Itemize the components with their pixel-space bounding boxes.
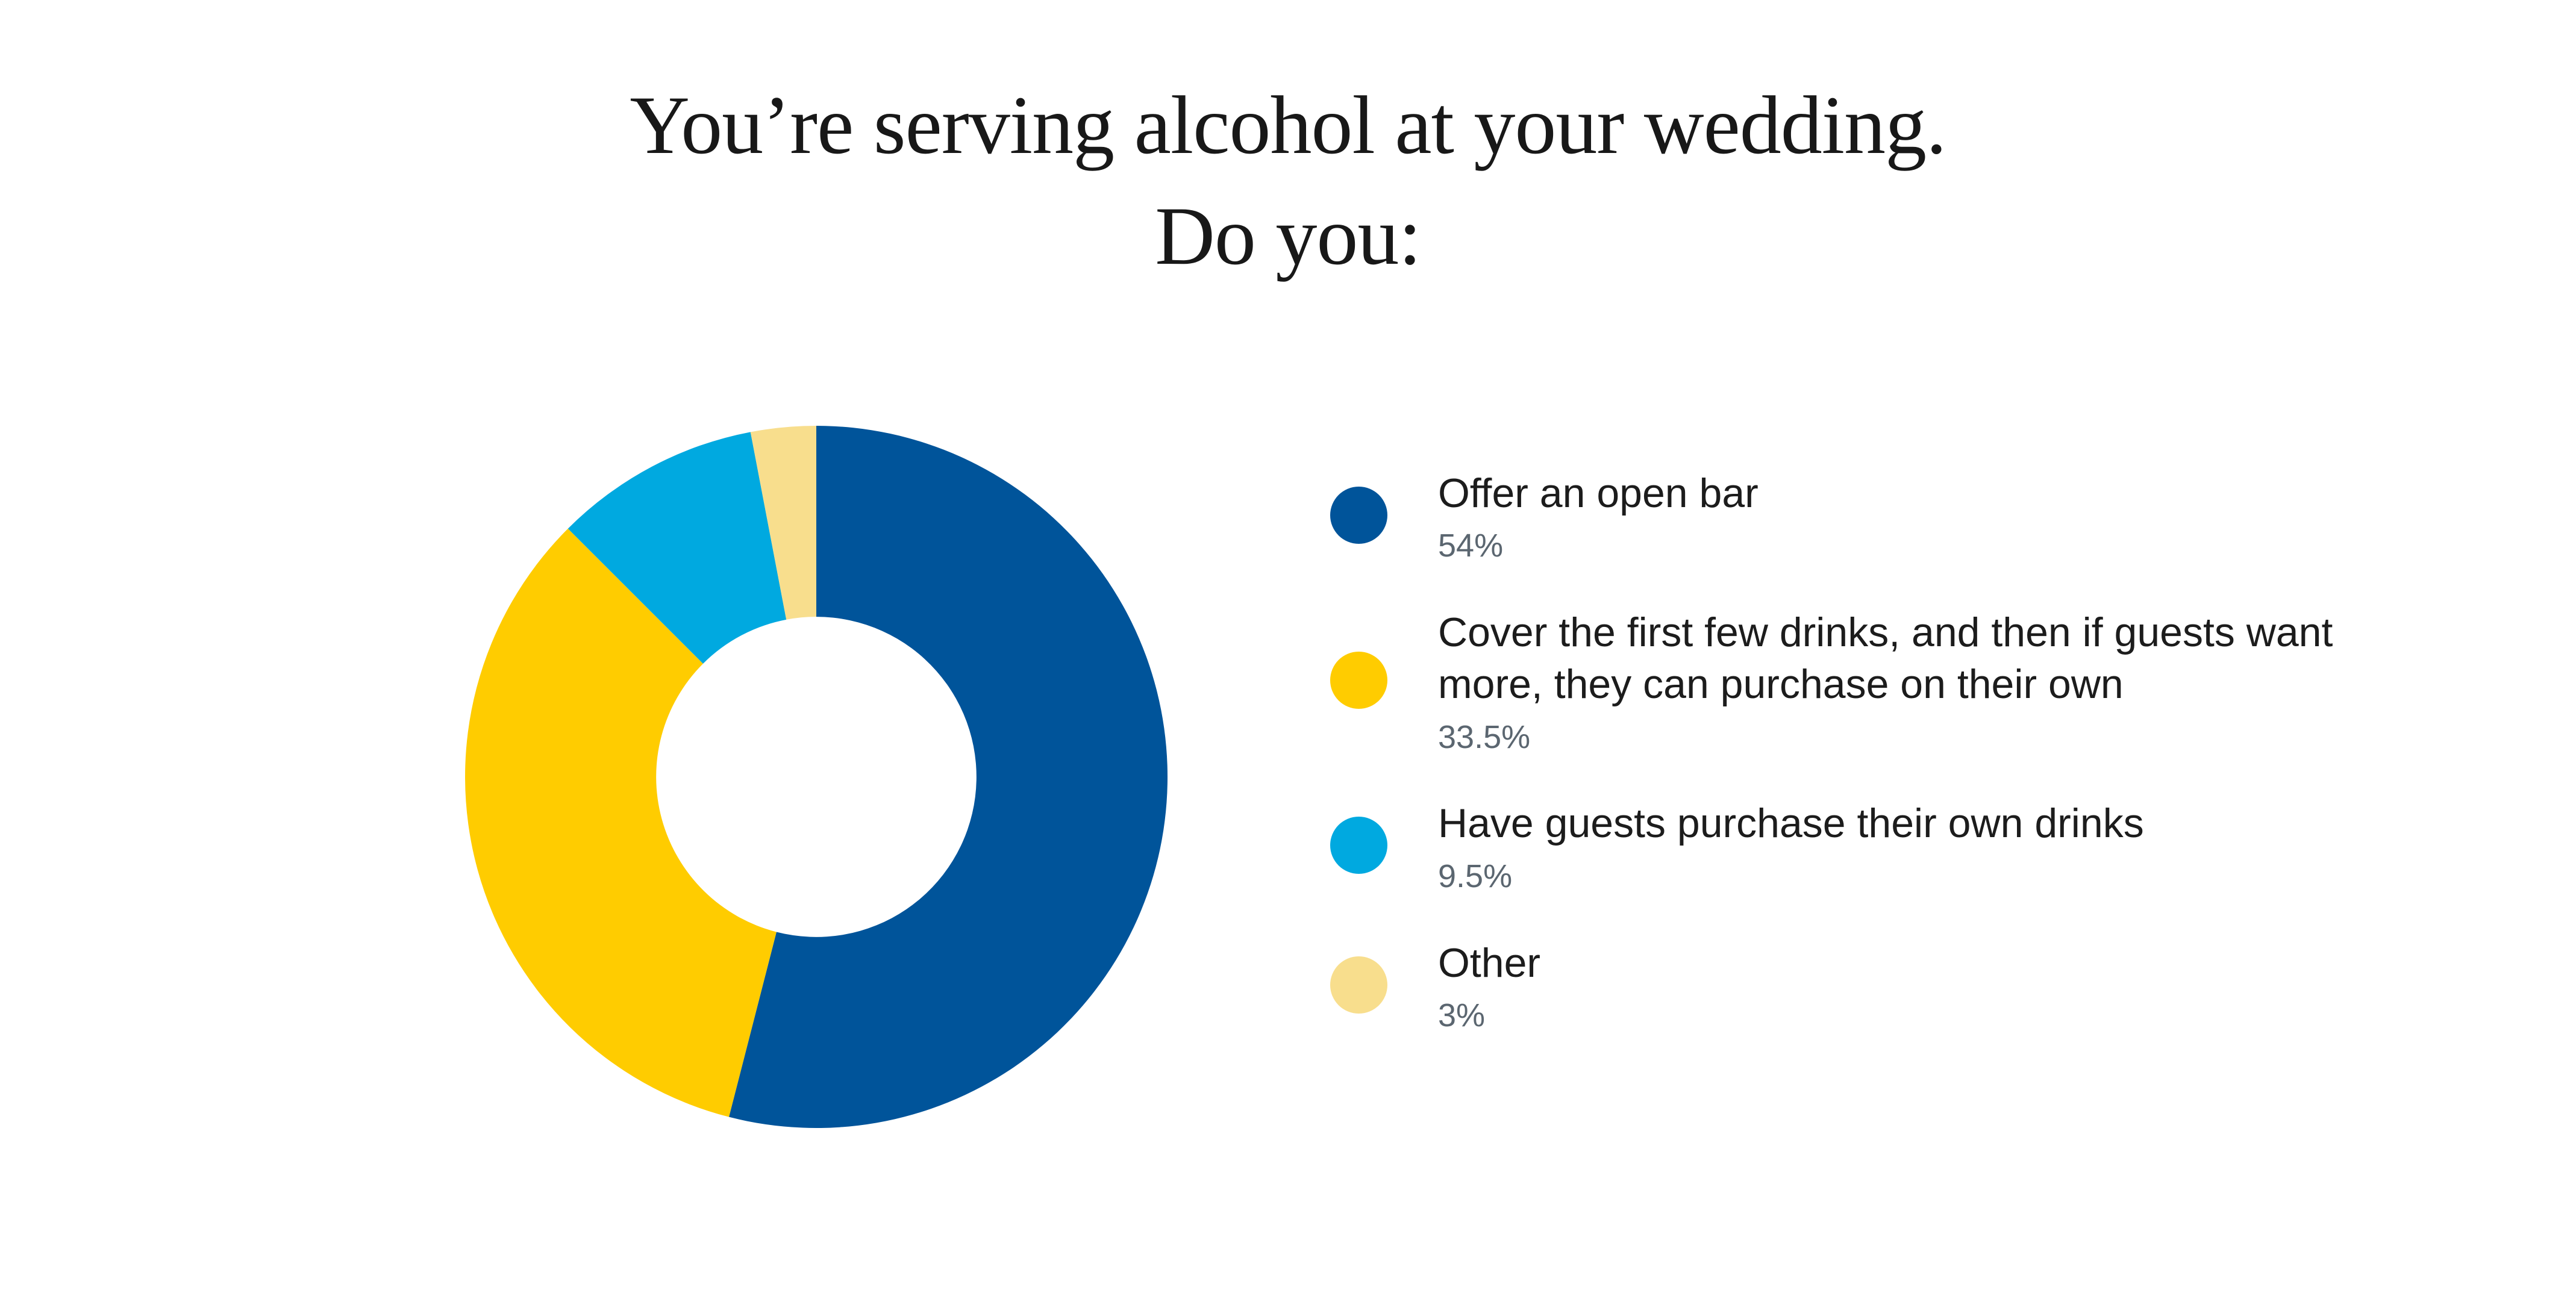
chart-title: You’re serving alcohol at your wedding. D… <box>0 70 2576 291</box>
legend-item-percent: 3% <box>1438 997 1486 1033</box>
legend-item-label: Offer an open bar <box>1438 470 1758 516</box>
donut-slice-2 <box>567 432 787 664</box>
donut-slice-1 <box>465 528 777 1117</box>
legend-text: Have guests purchase their own drinks 9.… <box>1438 797 2144 893</box>
legend-item: Offer an open bar 54% <box>1330 467 2511 563</box>
donut-slices-group <box>465 426 1168 1128</box>
legend-dot-dark-blue <box>1330 487 1387 544</box>
legend-dot-yellow <box>1330 652 1387 709</box>
legend-item-label: Have guests purchase their own drinks <box>1438 800 2144 847</box>
donut-slice-0 <box>729 426 1168 1128</box>
donut-slice-3 <box>750 426 816 620</box>
legend-item-percent: 33.5% <box>1438 718 1531 755</box>
legend-item-label: Other <box>1438 939 1541 986</box>
legend-item: Other 3% <box>1330 937 2511 1033</box>
legend-item: Have guests purchase their own drinks 9.… <box>1330 797 2511 893</box>
legend-item-label: Cover the first few drinks, and then if … <box>1438 609 2333 708</box>
legend-item-percent: 54% <box>1438 528 1504 564</box>
legend: Offer an open bar 54% Cover the first fe… <box>1330 467 2511 1033</box>
legend-text: Offer an open bar 54% <box>1438 467 1758 563</box>
legend-text: Other 3% <box>1438 937 1540 1033</box>
chart-title-line-2: Do you: <box>1155 189 1421 282</box>
legend-dot-light-blue <box>1330 817 1387 874</box>
donut-chart <box>465 426 1168 1128</box>
legend-dot-cream <box>1330 956 1387 1014</box>
legend-text: Cover the first few drinks, and then if … <box>1438 606 2378 754</box>
legend-item-percent: 9.5% <box>1438 858 1513 894</box>
chart-title-line-1: You’re serving alcohol at your wedding. <box>630 79 1946 171</box>
legend-item: Cover the first few drinks, and then if … <box>1330 606 2511 754</box>
